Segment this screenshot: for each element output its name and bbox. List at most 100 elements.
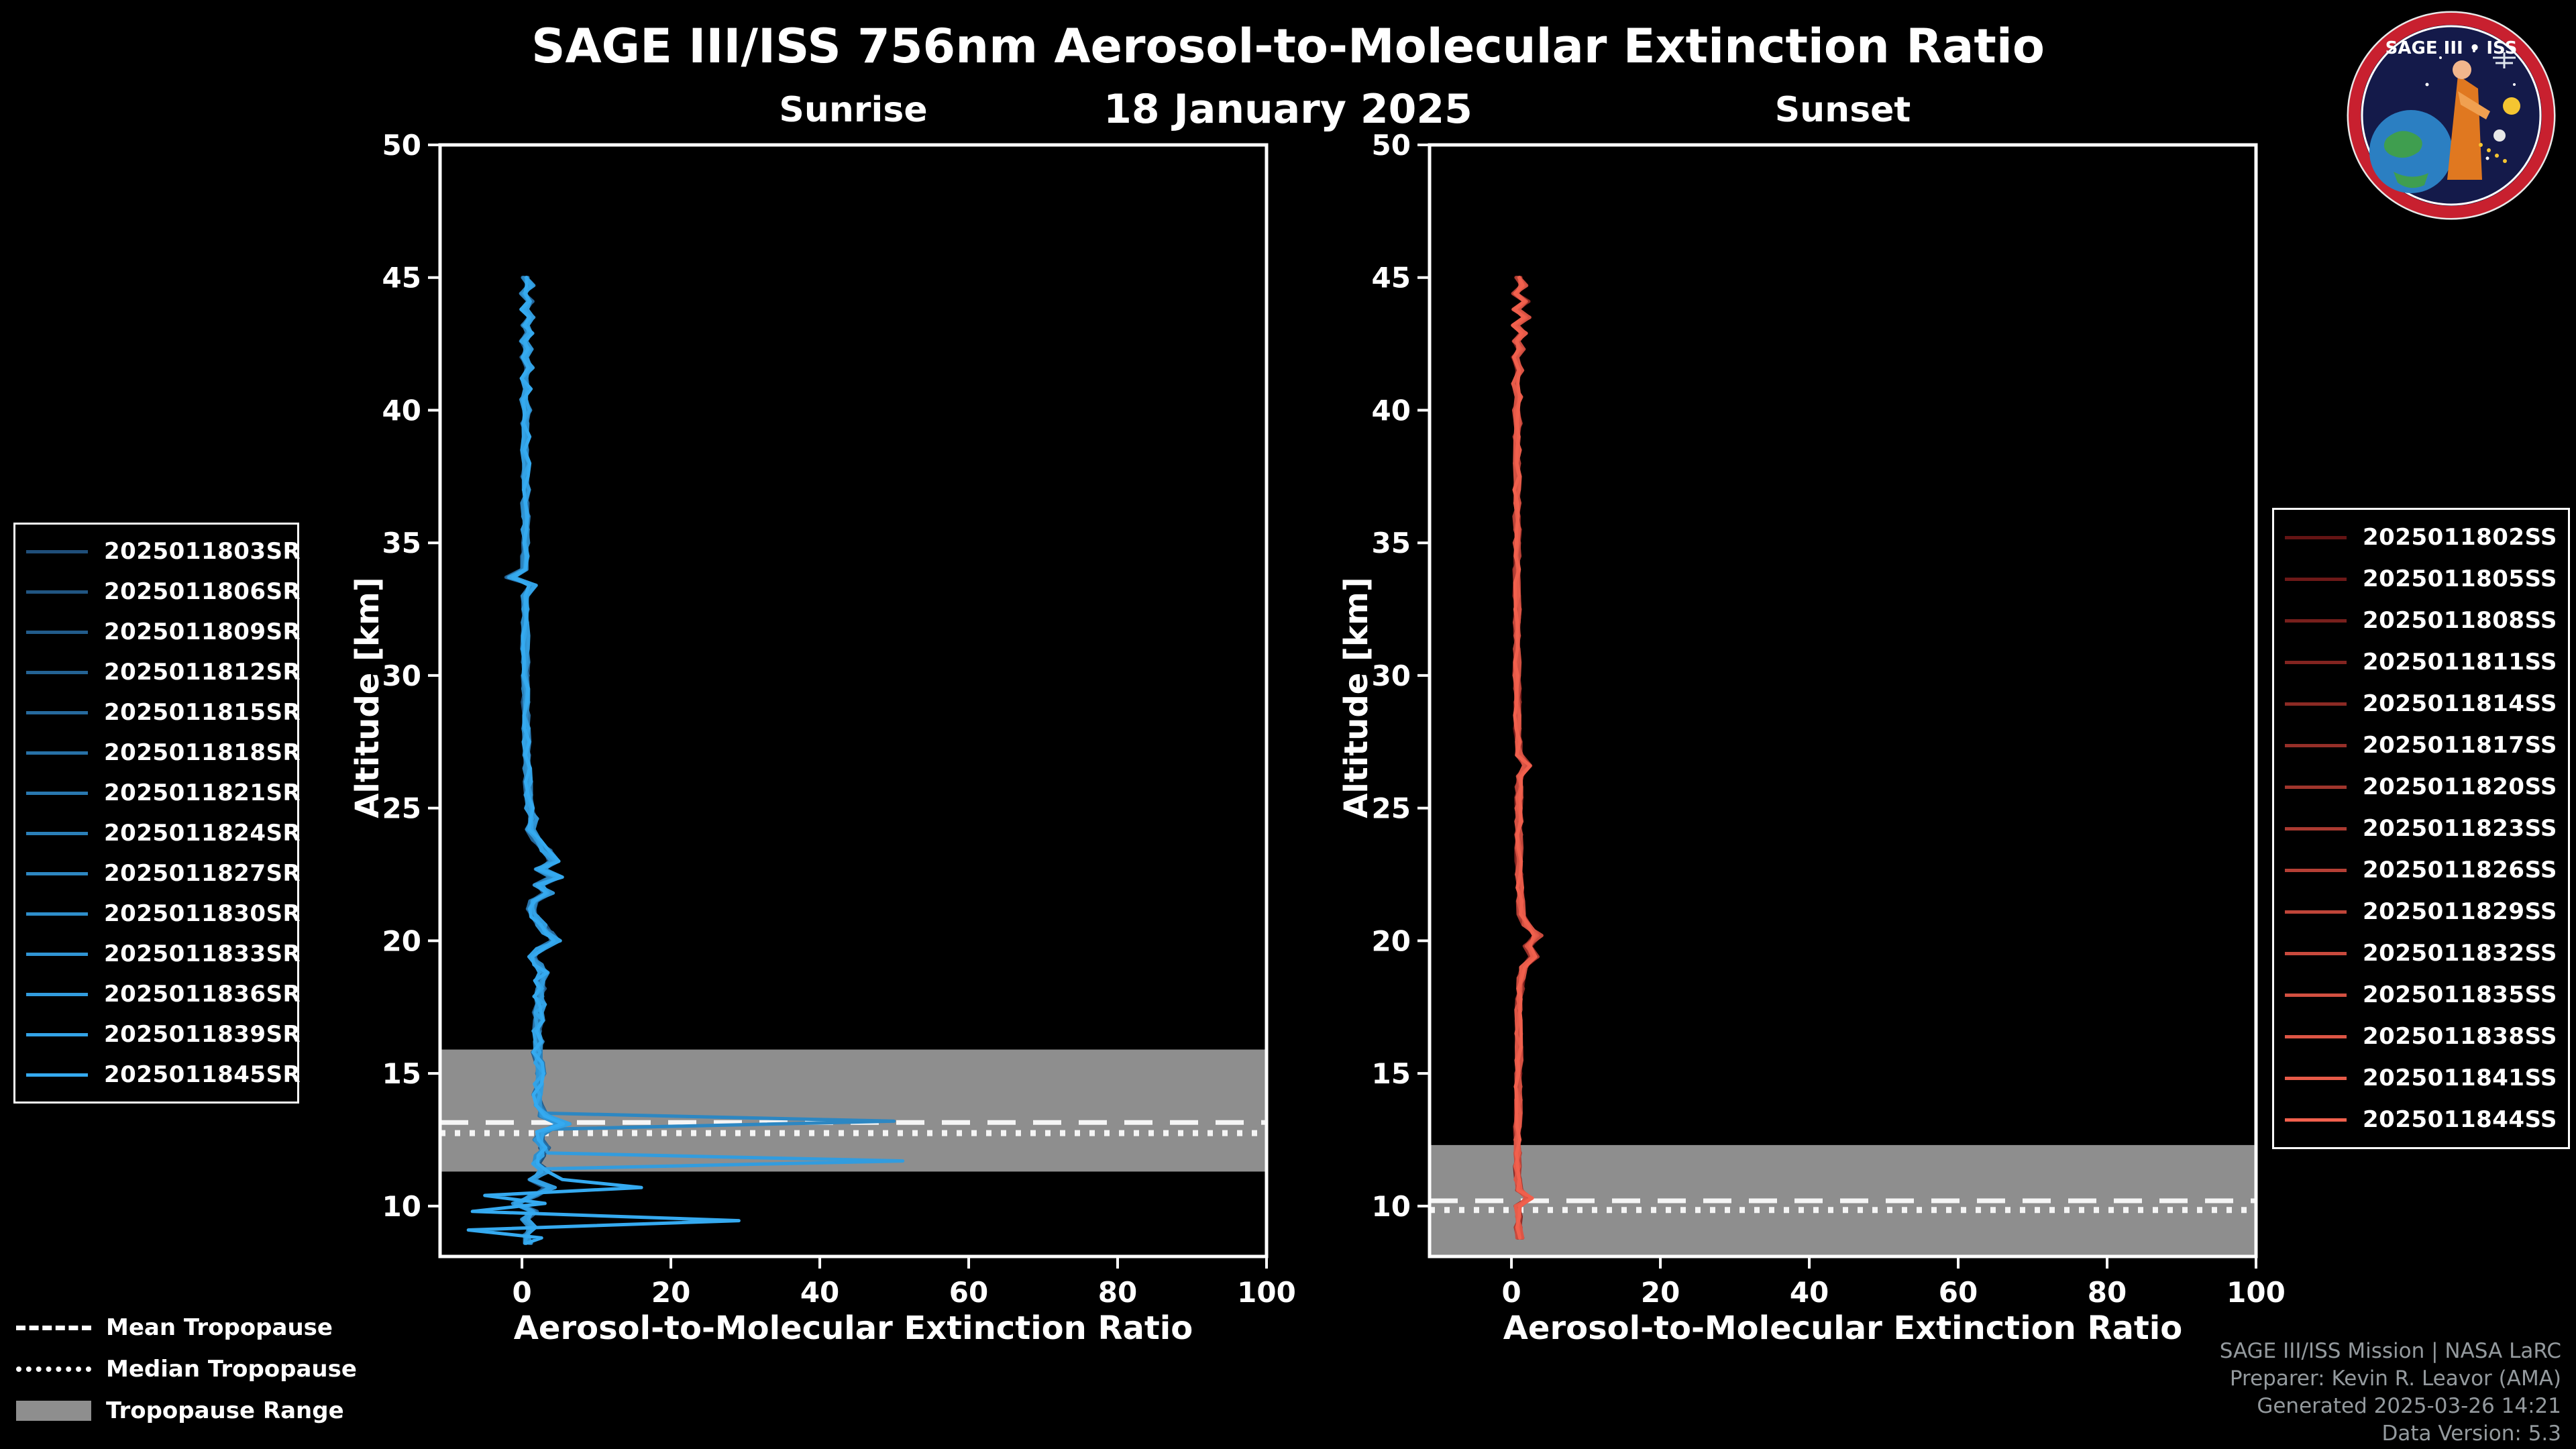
- legend-label: 2025011838SS: [2363, 1023, 2558, 1050]
- legend-label: 2025011814SS: [2363, 690, 2558, 717]
- series-line: [466, 276, 741, 1245]
- series-line: [1511, 276, 1538, 1240]
- sunset-panel-title: Sunset: [1774, 90, 1911, 130]
- legend-line-swatch: [26, 912, 88, 916]
- legend-line-swatch: [26, 710, 88, 714]
- sunset-legend: 2025011802SS 2025011805SS 2025011808SS 2025…: [2272, 508, 2570, 1149]
- y-tick-label: 45: [382, 262, 421, 294]
- legend-label: 2025011803SR: [104, 538, 301, 565]
- legend-label: 2025011841SS: [2363, 1065, 2558, 1091]
- y-tick-label: 30: [382, 659, 421, 692]
- tropopause-range-legend-item: Tropopause Range: [16, 1390, 357, 1432]
- logo-iss-icon: [2493, 52, 2516, 68]
- legend-label: 2025011815SR: [104, 699, 301, 726]
- legend-label: 2025011805SS: [2363, 566, 2558, 592]
- legend-item: 2025011820SS: [2285, 766, 2557, 808]
- legend-item: 2025011811SS: [2285, 641, 2557, 683]
- legend-label: 2025011812SR: [104, 659, 301, 686]
- dotted-line-swatch: [16, 1366, 91, 1372]
- x-tick-label: 100: [1237, 1276, 1296, 1309]
- legend-label: 2025011824SR: [104, 820, 301, 847]
- legend-label: 2025011817SS: [2363, 732, 2558, 759]
- legend-line-swatch: [26, 630, 88, 634]
- legend-label: 2025011820SS: [2363, 773, 2558, 800]
- page-title: SAGE III/ISS 756nm Aerosol-to-Molecular …: [531, 19, 2045, 74]
- legend-item: 2025011824SR: [26, 813, 301, 853]
- legend-item: 2025011818SR: [26, 733, 301, 773]
- legend-item: 2025011808SS: [2285, 600, 2557, 641]
- legend-label: 2025011809SR: [104, 619, 301, 645]
- legend-line-swatch: [2285, 535, 2347, 539]
- x-tick-label: 40: [1790, 1276, 1829, 1309]
- legend-line-swatch: [2285, 577, 2347, 581]
- axes-frame: [438, 143, 1269, 1258]
- x-tick-label: 0: [1501, 1276, 1521, 1309]
- legend-line-swatch: [26, 670, 88, 674]
- legend-label: 2025011818SR: [104, 739, 301, 766]
- legend-line-swatch: [2285, 702, 2347, 706]
- sunrise-panel-title: Sunrise: [779, 90, 928, 130]
- credit-preparer-line: Preparer: Kevin R. Leavor (AMA): [2229, 1366, 2561, 1391]
- legend-line-swatch: [2285, 1034, 2347, 1038]
- legend-label: 2025011845SR: [104, 1061, 301, 1088]
- legend-line-swatch: [2285, 660, 2347, 664]
- median-tropopause-legend-item: Median Tropopause: [16, 1348, 357, 1390]
- legend-item: 2025011836SR: [26, 974, 301, 1014]
- legend-label: 2025011808SS: [2363, 607, 2558, 634]
- sunset-legend-items: 2025011802SS 2025011805SS 2025011808SS 2025…: [2285, 517, 2557, 1140]
- sunset-plot: 0 20 40 60 80 100 10 15 20 25 30 35 40 45 50: [1336, 105, 2286, 1360]
- legend-line-swatch: [26, 992, 88, 996]
- y-tick-label: 20: [382, 924, 421, 957]
- sunrise-x-axis-label: Aerosol-to-Molecular Extinction Ratio: [513, 1309, 1193, 1347]
- legend-item: 2025011815SR: [26, 692, 301, 733]
- logo-earth-land: [2383, 131, 2422, 158]
- x-tick-label: 80: [2088, 1276, 2127, 1309]
- sunrise-y-axis-label: Altitude [km]: [349, 577, 386, 818]
- logo-red-ring: [2349, 13, 2554, 218]
- tropopause-range-label: Tropopause Range: [106, 1397, 344, 1424]
- mean-tropopause-label: Mean Tropopause: [106, 1314, 333, 1341]
- legend-line-swatch: [2285, 743, 2347, 747]
- legend-line-swatch: [2285, 868, 2347, 872]
- legend-item: 2025011823SS: [2285, 808, 2557, 849]
- sage-iii-iss-logo: SAGE III • ISS: [2347, 11, 2556, 220]
- legend-item: 2025011845SR: [26, 1055, 301, 1095]
- y-tick-label: 20: [1372, 924, 1411, 957]
- sunrise-legend: 2025011803SR 2025011806SR 2025011809SR 2025…: [13, 523, 301, 1104]
- legend-line-swatch: [2285, 1118, 2347, 1122]
- legend-line-swatch: [26, 1032, 88, 1036]
- y-tick-label: 15: [1372, 1057, 1411, 1090]
- x-tick-label: 40: [800, 1276, 839, 1309]
- legend-label: 2025011811SS: [2363, 649, 2558, 676]
- legend-label: 2025011836SR: [104, 981, 301, 1008]
- y-tick-label: 10: [382, 1190, 421, 1223]
- x-tick-label: 60: [1939, 1276, 1978, 1309]
- logo-title-text: SAGE III • ISS: [2385, 38, 2518, 58]
- legend-item: 2025011821SR: [26, 773, 301, 813]
- legend-line-swatch: [26, 1073, 88, 1077]
- legend-line-swatch: [26, 590, 88, 594]
- y-tick-label: 35: [382, 527, 421, 559]
- legend-label: 2025011835SS: [2363, 981, 2558, 1008]
- y-tick-label: 40: [1372, 394, 1411, 427]
- legend-line-swatch: [2285, 910, 2347, 914]
- logo-figure-arm: [2458, 91, 2490, 119]
- credit-version-line: Data Version: 5.3: [2381, 1421, 2561, 1446]
- sunset-y-axis-label: Altitude [km]: [1338, 577, 1375, 818]
- legend-label: 2025011833SR: [104, 941, 301, 967]
- legend-item: 2025011809SR: [26, 612, 301, 652]
- logo-sun-icon: [2503, 97, 2520, 115]
- mean-tropopause-legend-item: Mean Tropopause: [16, 1307, 357, 1348]
- legend-label: 2025011844SS: [2363, 1106, 2558, 1133]
- y-tick-label: 35: [1372, 527, 1411, 559]
- tropopause-legend: Mean Tropopause Median Tropopause Tropop…: [16, 1307, 357, 1432]
- legend-item: 2025011814SS: [2285, 683, 2557, 724]
- sunrise-plot: 0 20 40 60 80 100 10 15 20 25 30 35 40 45 50: [346, 105, 1297, 1360]
- y-tick-label: 50: [382, 129, 421, 162]
- median-tropopause-label: Median Tropopause: [106, 1356, 357, 1383]
- legend-label: 2025011839SR: [104, 1021, 301, 1048]
- legend-item: 2025011838SS: [2285, 1016, 2557, 1057]
- dashed-line-swatch: [16, 1325, 91, 1330]
- legend-line-swatch: [2285, 993, 2347, 997]
- credits-block: SAGE III/ISS Mission | NASA LaRC Prepare…: [2220, 1338, 2561, 1448]
